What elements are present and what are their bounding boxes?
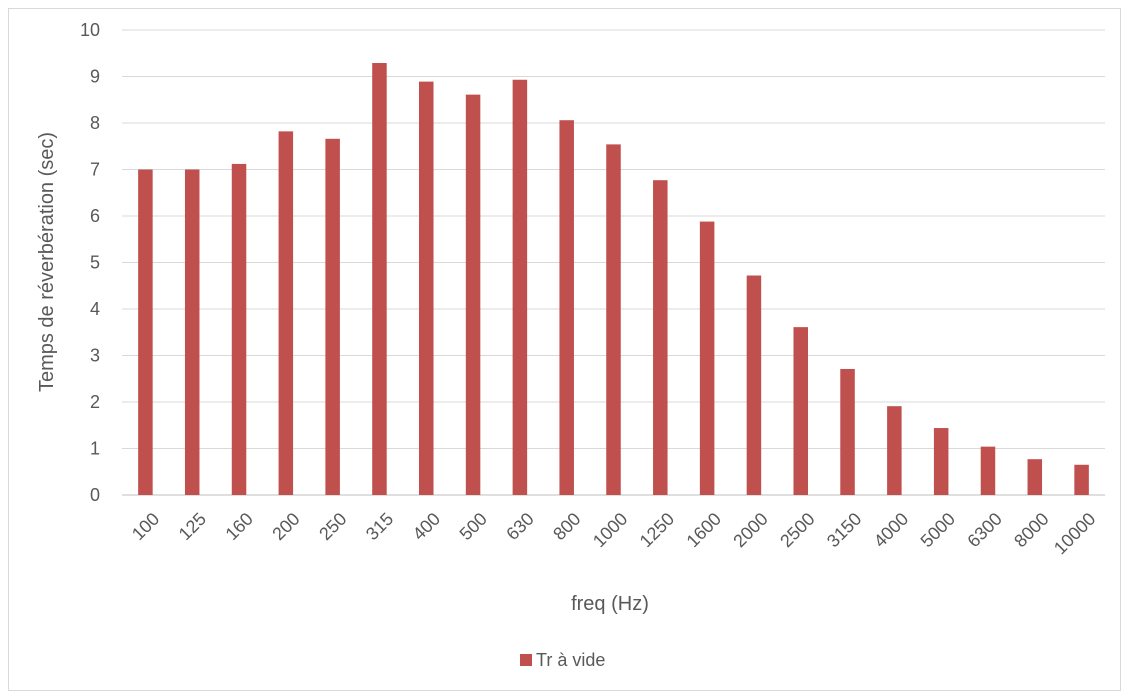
- legend-swatch: [520, 654, 532, 666]
- x-tick-label: 10000: [1050, 509, 1100, 559]
- y-tick-label: 5: [90, 253, 100, 273]
- bars: [138, 63, 1089, 496]
- bar: [559, 120, 574, 496]
- x-tick-label: 8000: [1010, 509, 1052, 551]
- y-axis-title: Temps de réverbération (sec): [36, 132, 58, 392]
- y-tick-label: 3: [90, 346, 100, 366]
- bar: [699, 221, 715, 495]
- y-tick-label: 4: [90, 299, 100, 319]
- x-tick-label: 5000: [917, 509, 959, 551]
- y-tick-label: 1: [90, 439, 100, 459]
- y-tick-label: 6: [90, 206, 100, 226]
- bar: [138, 169, 153, 495]
- y-tick-label: 8: [90, 113, 100, 133]
- y-tick-label: 2: [90, 392, 100, 412]
- x-tick-label: 4000: [870, 509, 912, 551]
- bar: [793, 327, 808, 495]
- bar: [1074, 464, 1089, 495]
- bar: [980, 446, 996, 495]
- bar: [1027, 459, 1043, 495]
- bar: [278, 131, 294, 495]
- bar: [653, 180, 668, 495]
- bar: [231, 163, 247, 496]
- x-tick-label: 400: [409, 509, 444, 544]
- x-tick-label: 6300: [963, 509, 1005, 551]
- x-tick-label: 315: [362, 509, 397, 544]
- y-tick-label: 0: [90, 485, 100, 505]
- x-tick-label: 160: [222, 509, 257, 544]
- x-tick-label: 200: [268, 509, 303, 544]
- y-tick-labels: 0 1 2 3 4 5 6 7 8 9 10: [80, 20, 100, 505]
- x-tick-label: 250: [315, 509, 350, 544]
- x-tick-label: 3150: [823, 509, 865, 551]
- x-tick-labels: 100 125 160 200 250 315 400 500 630 800 1000 1250 16…: [128, 509, 1100, 559]
- x-tick-label: 800: [549, 509, 584, 544]
- bar: [887, 406, 902, 495]
- bar: [465, 94, 481, 495]
- x-axis-title: freq (Hz): [571, 593, 649, 615]
- legend-label: Tr à vide: [536, 650, 605, 670]
- x-tick-label: 2500: [776, 509, 818, 551]
- x-tick-label: 500: [456, 509, 491, 544]
- legend: Tr à vide: [520, 650, 605, 670]
- bar: [372, 63, 387, 495]
- y-tick-label: 9: [90, 67, 100, 87]
- bar: [933, 428, 949, 495]
- bar: [419, 81, 434, 496]
- x-tick-label: 1600: [683, 509, 725, 551]
- x-tick-label: 125: [175, 509, 210, 544]
- bar: [184, 169, 200, 495]
- bar: [325, 138, 340, 495]
- x-tick-label: 1000: [589, 509, 631, 551]
- bar: [746, 275, 762, 495]
- y-tick-label: 7: [90, 160, 100, 180]
- x-tick-label: 2000: [729, 509, 771, 551]
- bar: [512, 79, 528, 495]
- bar: [840, 368, 855, 495]
- x-tick-label: 1250: [636, 509, 678, 551]
- y-tick-label: 10: [80, 20, 100, 40]
- bar: [606, 144, 621, 495]
- x-tick-label: 100: [128, 509, 163, 544]
- x-tick-label: 630: [502, 509, 537, 544]
